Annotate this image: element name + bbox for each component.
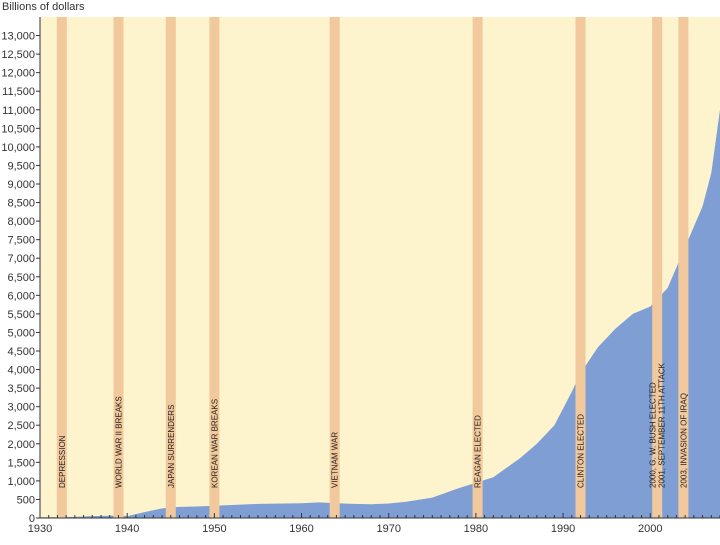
debt-area bbox=[40, 109, 720, 519]
y-tick-label: 10,000 bbox=[1, 142, 35, 154]
event-band-label: 2003, INVASION OF IRAQ bbox=[679, 393, 688, 488]
y-tick-label: 11,500 bbox=[2, 86, 35, 98]
event-band bbox=[209, 17, 220, 518]
x-tick-label: 2000 bbox=[638, 523, 662, 535]
event-band-label: WORLD WAR II BREAKS bbox=[115, 396, 124, 488]
event-band bbox=[113, 17, 124, 518]
y-tick-label: 8,000 bbox=[7, 216, 35, 228]
y-tick-label: 4,500 bbox=[7, 346, 35, 358]
y-tick-label: 12,000 bbox=[1, 68, 35, 80]
x-tick-label: 1960 bbox=[289, 523, 313, 535]
x-tick-label: 1980 bbox=[464, 523, 488, 535]
event-band-label: KOREAN WAR BREAKS bbox=[210, 399, 219, 488]
y-tick-label: 11,000 bbox=[2, 105, 35, 117]
band-layer: DEPRESSION WORLD WAR II BREAKS JAPAN SURRE… bbox=[56, 17, 689, 518]
event-band bbox=[652, 17, 663, 518]
y-tick-label: 7,000 bbox=[7, 253, 35, 265]
y-tick-label: 3,500 bbox=[7, 383, 35, 395]
event-band-label: DEPRESSION bbox=[58, 435, 67, 488]
y-tick-label: 7,500 bbox=[7, 235, 35, 247]
x-tick-label: 1970 bbox=[376, 523, 400, 535]
axis-layer: 0 500 1,000 1,500 2,000 2,500 3,000 3,500 4,000 4… bbox=[1, 17, 720, 535]
y-tick-label: 1,000 bbox=[7, 476, 35, 488]
event-band bbox=[472, 17, 483, 518]
y-tick-label: 9,500 bbox=[7, 160, 35, 172]
y-tick-label: 4,000 bbox=[7, 365, 35, 377]
event-band bbox=[678, 17, 689, 518]
event-band-label: CLINTON ELECTED bbox=[577, 414, 586, 488]
y-tick-label: 6,000 bbox=[7, 290, 35, 302]
y-axis-title: Billions of dollars bbox=[2, 1, 85, 13]
event-band bbox=[575, 17, 586, 518]
event-band bbox=[165, 17, 176, 518]
y-tick-label: 8,500 bbox=[7, 198, 35, 210]
x-tick-label: 1930 bbox=[28, 523, 52, 535]
y-tick-label: 6,500 bbox=[7, 272, 35, 284]
y-tick-label: 2,500 bbox=[7, 420, 35, 432]
y-tick-label: 10,500 bbox=[1, 123, 35, 135]
event-band bbox=[56, 17, 67, 518]
y-tick-label: 3,000 bbox=[7, 402, 35, 414]
y-tick-label: 1,500 bbox=[7, 457, 35, 469]
event-band-label: JAPAN SURRENDERS bbox=[167, 405, 176, 488]
y-tick-label: 500 bbox=[17, 494, 35, 506]
event-band bbox=[329, 17, 340, 518]
event-band-label: 2000, G. W. BUSH ELECTED2001, SEPTEMBER … bbox=[649, 362, 667, 488]
x-tick-label: 1940 bbox=[115, 523, 139, 535]
y-tick-label: 5,500 bbox=[7, 309, 35, 321]
area-layer bbox=[40, 109, 720, 519]
x-tick-label: 1950 bbox=[202, 523, 226, 535]
y-tick-label: 12,500 bbox=[1, 49, 35, 61]
y-tick-label: 9,000 bbox=[7, 179, 35, 191]
y-tick-label: 13,000 bbox=[1, 31, 35, 43]
y-tick-label: 2,000 bbox=[7, 439, 35, 451]
event-band-label: VIETNAM WAR bbox=[331, 432, 340, 488]
y-tick-label: 5,000 bbox=[7, 327, 35, 339]
event-band-label: REAGAN ELECTED bbox=[474, 415, 483, 488]
y-tick-label: 0 bbox=[29, 513, 35, 525]
x-tick-label: 1990 bbox=[551, 523, 575, 535]
